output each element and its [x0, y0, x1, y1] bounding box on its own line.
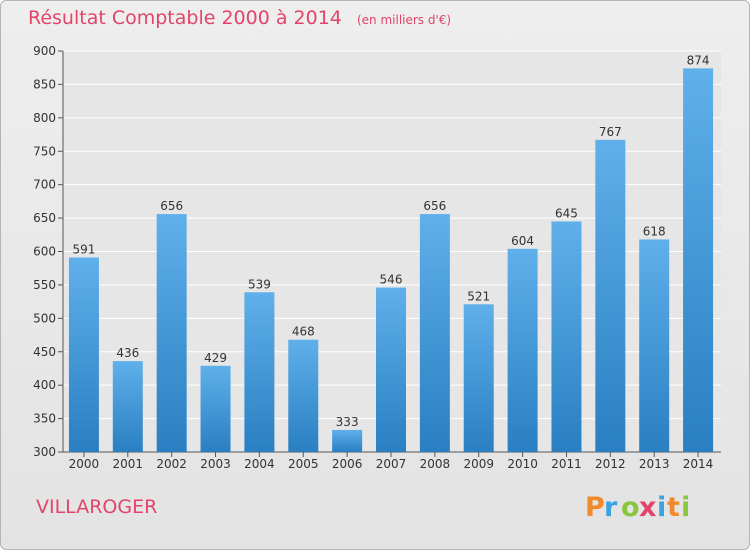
y-tick-label: 700 [33, 178, 56, 192]
axis-layer: 300 350 400 450 500 550 600 650 700 750 800 850 900 2… [33, 44, 721, 471]
data-label-2007: 546 [380, 273, 403, 287]
bar-2003 [200, 365, 231, 452]
x-tick-label-2013: 2013 [639, 457, 670, 471]
x-tick-label-2009: 2009 [463, 457, 494, 471]
bar-2011 [551, 221, 582, 452]
y-tick-label: 550 [33, 278, 56, 292]
label-layer: 591 436 656 429 539 468 333 546 656 521 604 645 767 6… [72, 53, 709, 429]
x-tick-label-2002: 2002 [156, 457, 187, 471]
x-tick-label-2001: 2001 [113, 457, 144, 471]
x-tick-label-2003: 2003 [200, 457, 231, 471]
bar-2009 [463, 304, 494, 452]
y-tick-label: 350 [33, 412, 56, 426]
bar-2012 [595, 139, 626, 452]
data-label-2001: 436 [116, 346, 139, 360]
y-tick-label: 600 [33, 245, 56, 259]
bar-2006 [332, 429, 363, 452]
y-tick-label: 500 [33, 311, 56, 325]
svg-text:i: i [657, 492, 666, 523]
title-row: Résultat Comptable 2000 à 2014 (en milli… [28, 7, 451, 29]
x-tick-label-2014: 2014 [683, 457, 714, 471]
bar-2002 [156, 214, 187, 452]
svg-text:x: x [639, 492, 656, 523]
data-label-2008: 656 [423, 199, 446, 213]
x-tick-label-2000: 2000 [69, 457, 100, 471]
y-tick-label: 850 [33, 77, 56, 91]
svg-text:i: i [681, 492, 690, 523]
data-label-2005: 468 [292, 325, 315, 339]
data-label-2004: 539 [248, 277, 271, 291]
chart-subtitle: (en milliers d'€) [356, 13, 452, 27]
svg-text:o: o [621, 492, 640, 523]
x-tick-label-2008: 2008 [420, 457, 451, 471]
bar-layer [68, 68, 714, 453]
data-label-2000: 591 [72, 243, 95, 257]
bar-2001 [112, 361, 143, 452]
bar-2010 [507, 248, 538, 452]
x-tick-label-2011: 2011 [551, 457, 582, 471]
data-label-2013: 618 [643, 224, 666, 238]
commune-name: VILLAROGER [36, 496, 158, 518]
data-label-2002: 656 [160, 199, 183, 213]
svg-text:t: t [667, 492, 680, 523]
data-label-2009: 521 [467, 289, 490, 303]
bar-2008 [419, 214, 450, 452]
bar-2007 [376, 287, 406, 452]
y-tick-label: 300 [33, 445, 56, 459]
bar-2000 [68, 257, 99, 452]
y-tick-label: 900 [33, 44, 56, 58]
x-tick-label-2010: 2010 [507, 457, 538, 471]
y-tick-label: 450 [33, 345, 56, 359]
data-label-2003: 429 [204, 351, 227, 365]
y-tick-label: 750 [33, 144, 56, 158]
chart-title: Résultat Comptable 2000 à 2014 [28, 7, 342, 29]
proxiti-logo: P r o x i t i [585, 492, 690, 523]
data-label-2006: 333 [336, 415, 359, 429]
x-tick-label-2005: 2005 [288, 457, 319, 471]
bar-2013 [639, 239, 670, 452]
y-tick-label: 400 [33, 378, 56, 392]
svg-text:r: r [604, 492, 618, 523]
x-tick-label-2007: 2007 [376, 457, 407, 471]
bar-2004 [244, 292, 275, 452]
data-label-2010: 604 [511, 234, 534, 248]
bar-2005 [288, 339, 319, 452]
x-tick-label-2012: 2012 [595, 457, 626, 471]
svg-text:P: P [585, 492, 605, 523]
data-label-2011: 645 [555, 206, 578, 220]
y-tick-label: 650 [33, 211, 56, 225]
data-label-2012: 767 [599, 125, 622, 139]
data-label-2014: 874 [687, 53, 710, 67]
bar-2014 [683, 68, 714, 453]
x-tick-label-2006: 2006 [332, 457, 363, 471]
x-tick-label-2004: 2004 [244, 457, 275, 471]
y-tick-label: 800 [33, 111, 56, 125]
